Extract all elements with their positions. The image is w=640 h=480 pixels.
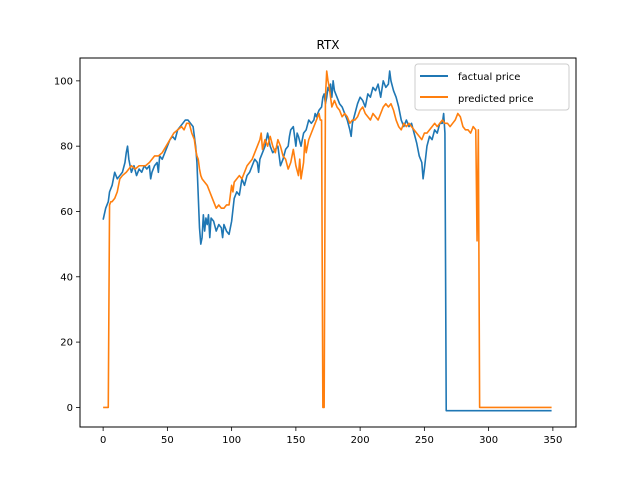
plot-frame <box>79 57 577 428</box>
axis-ticks: 0 50 100 150 200 250 300 350 0 20 40 60 80 100 <box>54 76 563 446</box>
y-tick-label: 40 <box>60 272 73 283</box>
x-tick-label: 150 <box>286 435 305 446</box>
x-tick-label: 250 <box>415 435 434 446</box>
y-tick-label: 80 <box>60 142 73 153</box>
series-line-predicted-price <box>103 70 552 409</box>
legend-label-predicted-price: predicted price <box>458 94 534 105</box>
x-tick-label: 200 <box>351 435 370 446</box>
y-tick-label: 0 <box>67 403 73 414</box>
chart-title: RTX <box>316 38 339 52</box>
legend-box <box>414 63 570 111</box>
x-tick-label: 50 <box>161 435 174 446</box>
y-tick-label: 100 <box>54 76 73 87</box>
x-tick-label: 100 <box>222 435 241 446</box>
x-tick-label: 350 <box>543 435 562 446</box>
legend-label-factual-price: factual price <box>458 72 520 83</box>
series-layer <box>102 70 552 412</box>
legend: factual price predicted price <box>414 63 570 111</box>
x-tick-label: 300 <box>479 435 498 446</box>
y-tick-label: 60 <box>60 207 73 218</box>
y-tick-label: 20 <box>60 338 73 349</box>
x-tick-label: 0 <box>100 435 106 446</box>
